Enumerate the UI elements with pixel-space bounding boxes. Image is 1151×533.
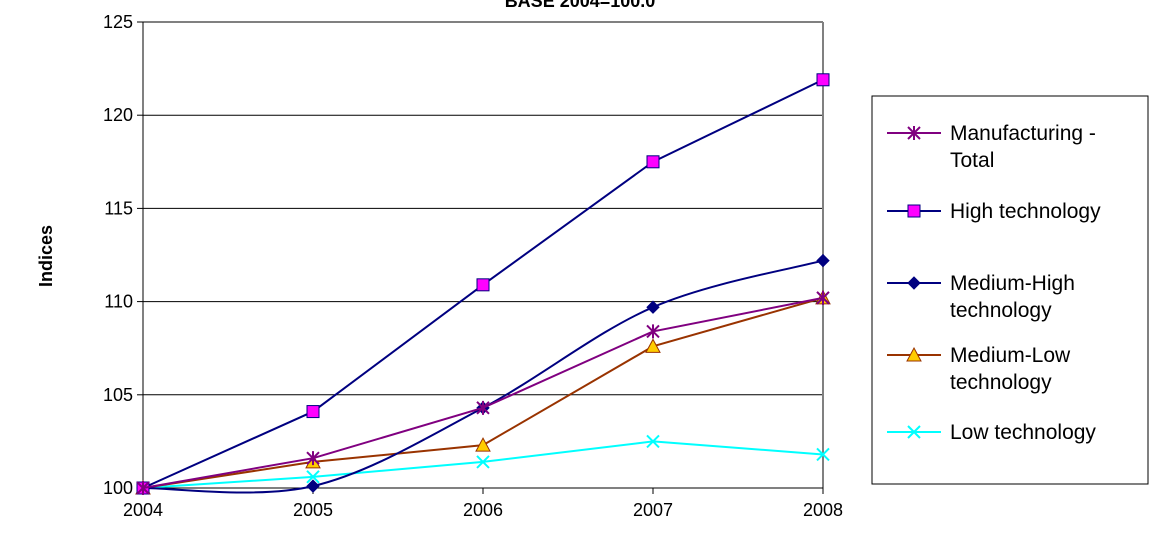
- data-point-medium-low-technology: [645, 338, 661, 353]
- legend-label: technology: [950, 299, 1052, 322]
- series-manufacturing-total: [136, 290, 830, 495]
- legend-box: [871, 95, 1149, 485]
- chart-title: BASE 2004=100.0: [505, 0, 656, 11]
- y-tick-label: 115: [104, 198, 133, 218]
- legend-item-medium-high-technology: Medium-High technology: [887, 272, 1075, 322]
- data-point-low-technology: [306, 470, 320, 484]
- x-tick-label: 2004: [123, 500, 163, 520]
- data-point-high-technology: [816, 73, 830, 87]
- legend-label: Manufacturing -: [950, 122, 1096, 145]
- legend-label: High technology: [950, 200, 1101, 223]
- legend-item-medium-low-technology: Medium-Low technology: [887, 344, 1071, 394]
- legend-marker: [906, 346, 922, 362]
- data-point-low-technology: [646, 434, 660, 449]
- legend-item-manufacturing-total: Manufacturing - Total: [887, 122, 1096, 172]
- series-line-medium-high-technology: [142, 259, 824, 494]
- legend-label: Low technology: [950, 421, 1096, 444]
- legend-label: technology: [950, 371, 1052, 394]
- data-point-medium-high-technology: [816, 253, 830, 268]
- data-point-manufacturing-total: [306, 451, 320, 466]
- y-tick-label: 105: [103, 385, 133, 405]
- data-point-low-technology: [476, 455, 490, 469]
- data-point-low-technology: [816, 447, 830, 462]
- data-point-medium-high-technology: [306, 479, 320, 493]
- gridlines: [143, 114, 823, 396]
- x-tick-label: 2007: [633, 500, 673, 520]
- x-tick-label: 2005: [293, 500, 333, 520]
- y-axis-label: Indices: [36, 225, 56, 287]
- x-tick-label: 2006: [463, 500, 503, 520]
- y-tick-label: 100: [103, 478, 133, 498]
- data-point-high-technology: [476, 278, 490, 292]
- legend-item-low-technology: Low technology: [887, 421, 1096, 444]
- data-point-manufacturing-total: [136, 481, 150, 495]
- legend-marker: [907, 126, 921, 140]
- legend: Manufacturing - Total High technology Mediu…: [871, 95, 1149, 485]
- data-point-manufacturing-total: [476, 400, 490, 415]
- y-tick-label: 110: [104, 292, 133, 312]
- x-tick-label: 2008: [803, 500, 843, 520]
- series-line-medium-low-technology: [142, 296, 824, 489]
- data-point-manufacturing-total: [816, 290, 830, 305]
- legend-marker: [907, 425, 921, 439]
- legend-marker: [907, 204, 921, 218]
- y-tick-label: 120: [103, 105, 133, 125]
- data-point-high-technology: [306, 405, 320, 419]
- y-tick-label: 125: [103, 12, 133, 32]
- data-point-medium-low-technology: [475, 437, 491, 452]
- legend-label: Total: [950, 149, 994, 172]
- series-lines: [135, 73, 831, 495]
- series-medium-low-technology: [135, 289, 831, 495]
- legend-label: Medium-Low: [950, 344, 1071, 367]
- legend-label: Medium-High: [950, 272, 1075, 295]
- legend-marker: [907, 276, 921, 290]
- data-point-manufacturing-total: [646, 324, 660, 339]
- legend-item-high-technology: High technology: [887, 200, 1101, 223]
- data-point-medium-high-technology: [646, 300, 660, 314]
- data-point-high-technology: [646, 155, 660, 169]
- axes: 100 105 110 115 120 125 2004 2005 2006 2007 2008: [103, 12, 843, 520]
